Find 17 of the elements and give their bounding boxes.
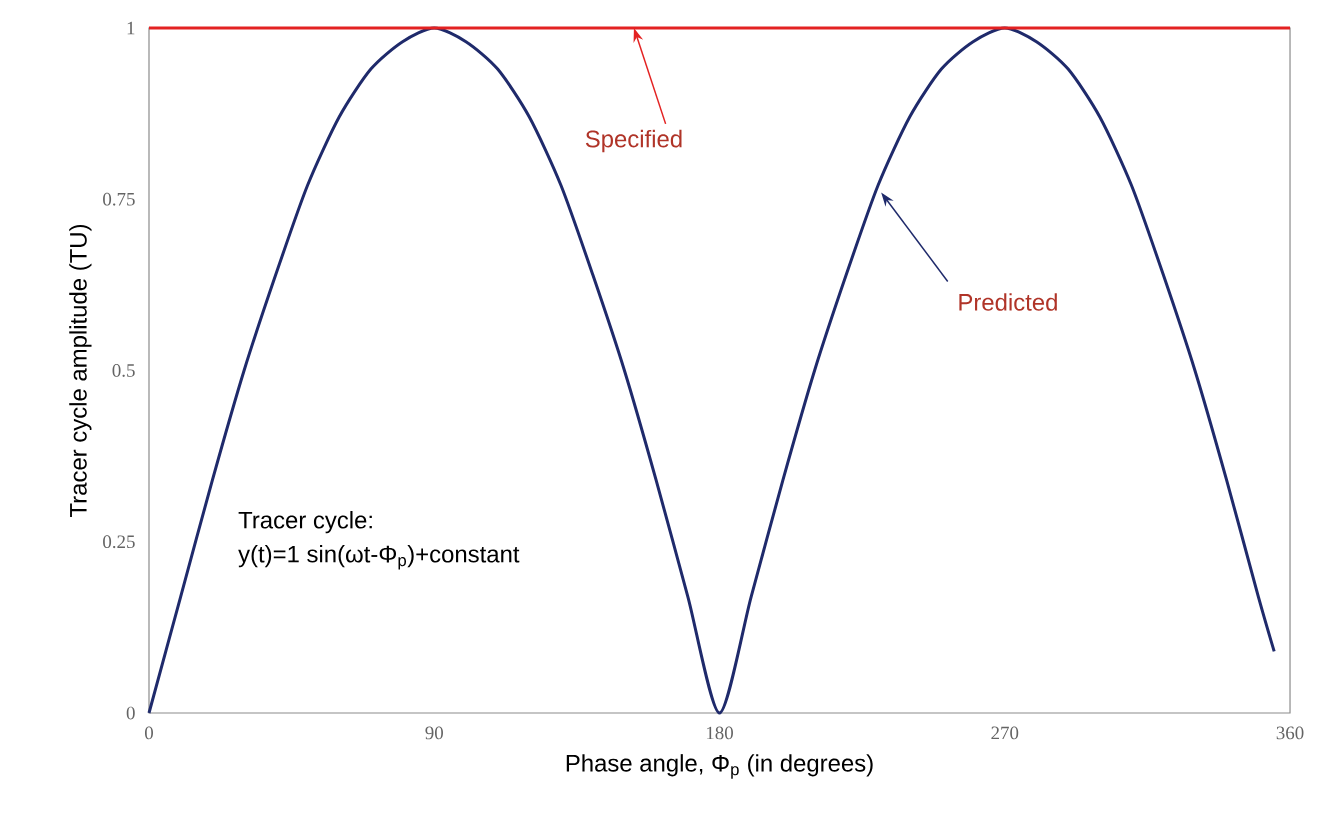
x-tick-label: 360	[1276, 726, 1304, 740]
annotation: y(t)=1 sin(ωt-Φ$_{p}$)+constant	[238, 545, 520, 570]
x-tick-label: 180	[706, 726, 733, 740]
annotation: Tracer cycle:	[238, 511, 372, 534]
annotation: Specified	[585, 129, 682, 153]
x-axis-title: Phase angle, Φ$_{p}$ (in degrees)	[566, 754, 873, 779]
y-axis-title: Tracer cycle amplitude (TU)	[69, 224, 92, 517]
y-tick-label: 0.25	[103, 535, 135, 549]
y-tick-label: 0.5	[112, 364, 135, 377]
x-tick-label: 0	[144, 726, 153, 740]
line-series	[147, 26, 1276, 715]
y-tick-label: 0.75	[103, 192, 135, 206]
annotation: Predicted	[959, 293, 1057, 311]
y-tick-label: 0	[126, 706, 135, 720]
x-tick-label: 270	[991, 726, 1019, 740]
y-tick-label: 1	[127, 21, 135, 35]
x-tick-label: 90	[425, 726, 443, 740]
